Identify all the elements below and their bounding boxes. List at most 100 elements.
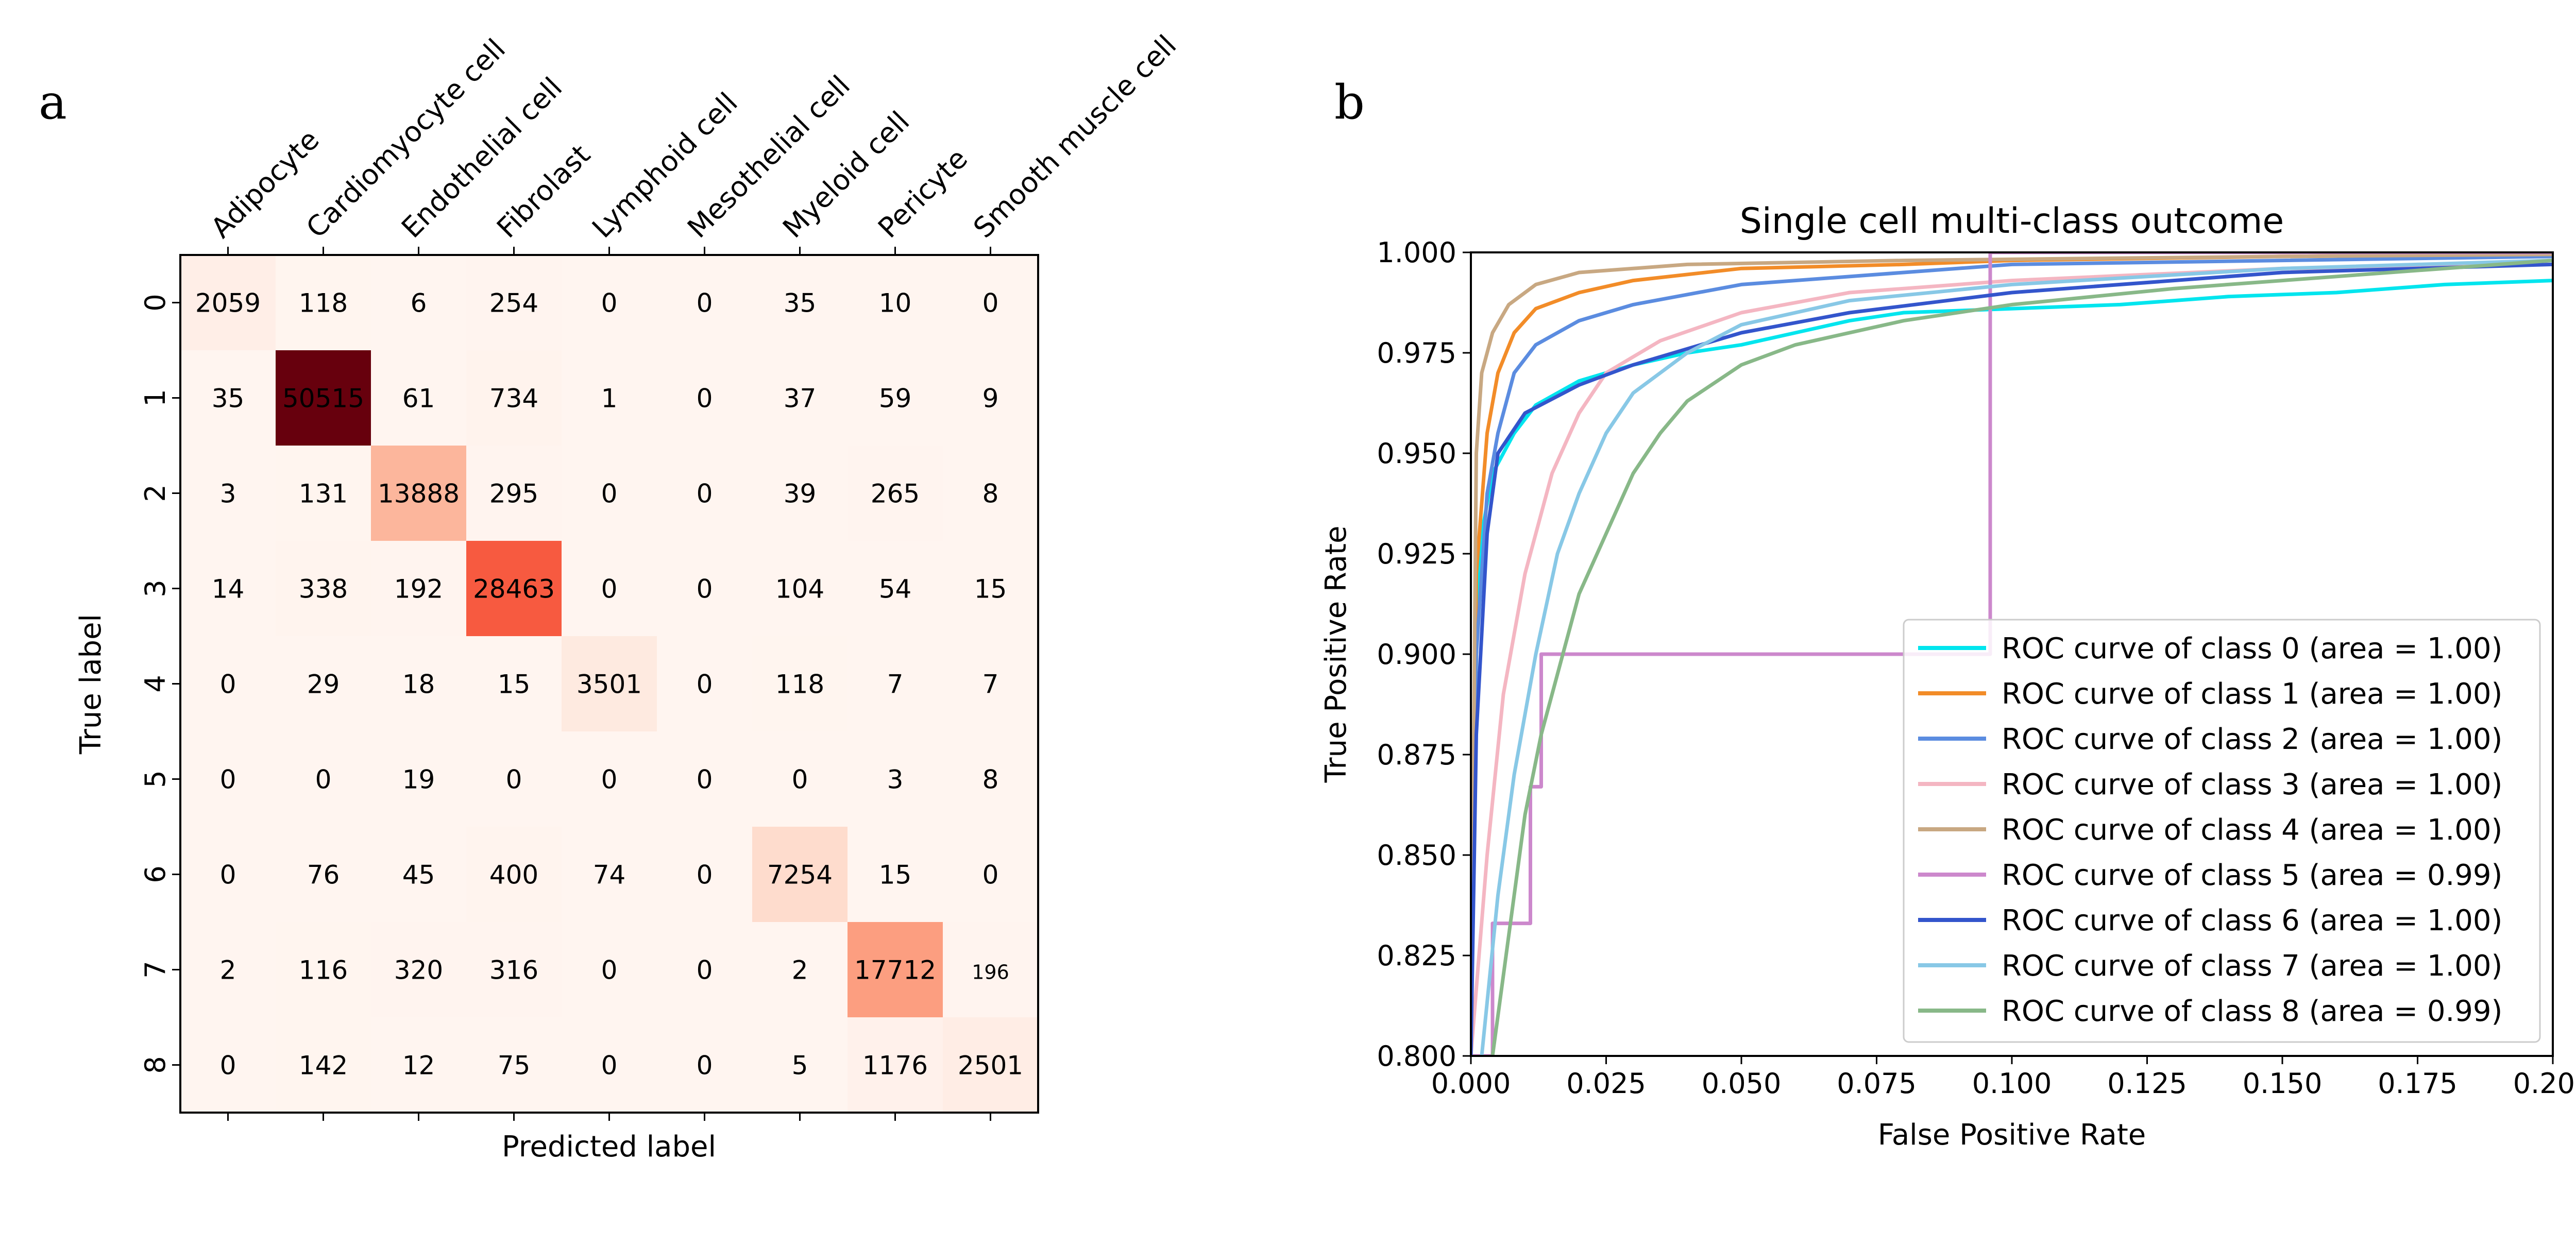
heatmap-cell-label: 0	[982, 860, 999, 890]
heatmap-cell-label: 75	[498, 1051, 531, 1081]
heatmap-cell-label: 0	[220, 670, 236, 699]
heatmap-cell-label: 8	[982, 479, 999, 509]
heatmap-cell-label: 0	[697, 955, 713, 985]
heatmap-cell	[276, 255, 371, 351]
roc-xtick-label: 0.200	[2513, 1067, 2576, 1100]
heatmap-cell-label: 0	[792, 765, 808, 795]
heatmap-cell	[752, 350, 848, 446]
heatmap-cell-label: 2	[792, 955, 808, 985]
roc-ytick-label: 0.900	[1377, 638, 1456, 671]
heatmap-cell-label: 7	[982, 670, 999, 699]
heatmap-row-label: 6	[139, 865, 172, 883]
roc-series-line-3	[1471, 262, 2553, 1056]
heatmap-cell	[562, 1017, 657, 1113]
heatmap-cell	[943, 827, 1039, 923]
heatmap-cell-label: 192	[394, 574, 443, 604]
heatmap-cell	[562, 350, 657, 446]
heatmap-cell-label: 7	[887, 670, 904, 699]
heatmap-cell	[657, 922, 753, 1018]
heatmap-cell-label: 3	[887, 765, 904, 795]
heatmap-cell	[371, 636, 467, 732]
heatmap-cell	[276, 1017, 371, 1113]
roc-ytick-label: 0.975	[1377, 337, 1456, 369]
heatmap-cell	[466, 636, 562, 732]
heatmap-cell	[848, 255, 943, 351]
heatmap-cell-label: 0	[601, 288, 618, 318]
roc-ylabel: True Positive Rate	[1319, 526, 1353, 783]
heatmap-cell-label: 18	[402, 670, 435, 699]
heatmap-cell-label: 54	[879, 574, 912, 604]
heatmap-cell-label: 0	[697, 384, 713, 414]
heatmap-cell	[943, 255, 1039, 351]
heatmap-row-label: 0	[139, 294, 172, 311]
heatmap-cell	[180, 446, 276, 541]
heatmap-cell-label: 0	[220, 860, 236, 890]
heatmap-cell-label: 74	[593, 860, 626, 890]
heatmap-cell	[371, 446, 467, 541]
heatmap-cell-label: 0	[220, 1051, 236, 1081]
heatmap-cell	[848, 636, 943, 732]
heatmap-cell	[657, 827, 753, 923]
heatmap-cell-label: 0	[601, 1051, 618, 1081]
heatmap-cell	[562, 541, 657, 637]
heatmap-cell-label: 0	[697, 479, 713, 509]
heatmap-cell	[466, 541, 562, 637]
heatmap-cell	[848, 541, 943, 637]
heatmap-cell	[180, 827, 276, 923]
heatmap-cell	[466, 255, 562, 351]
roc-ytick-label: 0.875	[1377, 739, 1456, 771]
roc-series-line-7	[1480, 259, 2553, 1056]
roc-xtick-label: 0.050	[1702, 1067, 1782, 1100]
heatmap-row-label: 5	[139, 770, 172, 788]
heatmap-cell	[943, 636, 1039, 732]
roc-xtick-label: 0.000	[1431, 1067, 1511, 1100]
heatmap-cell-label: 7254	[767, 860, 833, 890]
heatmap-cell-label: 17712	[854, 955, 936, 985]
heatmap-cell	[562, 827, 657, 923]
heatmap-cell	[752, 541, 848, 637]
heatmap-cell	[276, 827, 371, 923]
legend-box	[1903, 619, 2541, 1043]
roc-xtick-label: 0.125	[2107, 1067, 2187, 1100]
legend-entry: ROC curve of class 0 (area = 1.00)	[2002, 632, 2502, 665]
heatmap-cell-label: 0	[601, 955, 618, 985]
roc-series-line-2	[1471, 254, 2553, 1056]
heatmap-cell-label: 104	[775, 574, 824, 604]
heatmap-cell-label: 254	[489, 288, 538, 318]
heatmap-cell	[752, 922, 848, 1018]
heatmap-cell	[180, 731, 276, 827]
heatmap-cell-label: 10	[879, 288, 912, 318]
heatmap-xlabel: Predicted label	[502, 1130, 716, 1164]
heatmap-cell-label: 295	[489, 479, 538, 509]
heatmap-cell-label: 5	[792, 1051, 808, 1081]
legend-entry: ROC curve of class 8 (area = 0.99)	[2002, 995, 2502, 1028]
heatmap-cell	[848, 827, 943, 923]
legend-entry: ROC curve of class 2 (area = 1.00)	[2002, 723, 2502, 756]
heatmap-row-label: 2	[139, 484, 172, 502]
heatmap-cell-label: 35	[784, 288, 817, 318]
heatmap-row-label: 8	[139, 1056, 172, 1073]
heatmap-cell	[466, 1017, 562, 1113]
heatmap-cell-label: 76	[307, 860, 340, 890]
heatmap-cell	[752, 255, 848, 351]
heatmap-cell-label: 131	[299, 479, 348, 509]
heatmap-cell	[466, 827, 562, 923]
roc-series-line-4	[1471, 252, 2553, 1056]
heatmap-cell	[657, 731, 753, 827]
heatmap-cell-label: 316	[489, 955, 538, 985]
roc-legend: ROC curve of class 0 (area = 1.00) ROC cu…	[1903, 619, 2541, 1043]
heatmap-cell-label: 0	[601, 479, 618, 509]
heatmap-cell-label: 196	[972, 961, 1009, 984]
roc-xtick-label: 0.175	[2378, 1067, 2458, 1100]
roc-xtick-label: 0.100	[1972, 1067, 2052, 1100]
heatmap-cell-label: 0	[697, 1051, 713, 1081]
roc-ytick-label: 0.825	[1377, 940, 1456, 972]
heatmap-cell-label: 1176	[862, 1051, 928, 1081]
heatmap-cell	[943, 350, 1039, 446]
roc-xlabel: False Positive Rate	[1878, 1118, 2146, 1152]
roc-ticks: 0.000 0.025 0.050 0.075 0.100 0.125 0.150 0.175…	[1377, 236, 2576, 1100]
heatmap-cell-label: 2	[220, 955, 236, 985]
heatmap-cell	[180, 636, 276, 732]
heatmap-cell	[562, 636, 657, 732]
heatmap-cell	[276, 636, 371, 732]
